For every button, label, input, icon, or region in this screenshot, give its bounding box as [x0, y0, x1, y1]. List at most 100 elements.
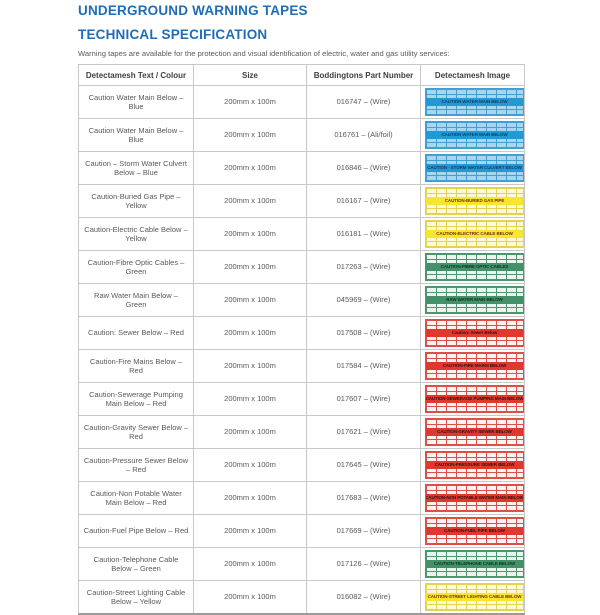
cell-text-colour: Caution-Non Potable Water Main Below – R… — [78, 481, 194, 515]
cell-text-colour: Caution-Buried Gas Pipe – Yellow — [78, 184, 194, 218]
tape-image: CAUTION-FIRE MAINS BELOW — [425, 352, 524, 380]
cell-part-number: 017126 – (Wire) — [306, 547, 421, 581]
tape-image: CAUTION-FIBRE OPTIC CABLES — [425, 253, 524, 281]
cell-tape-image: CAUTION - STORM WATER CULVERT BELOW — [420, 151, 525, 185]
content-area: UNDERGROUND WARNING TAPES TECHNICAL SPEC… — [78, 0, 525, 615]
table-row: Caution-Fibre Optic Cables – Green 200mm… — [78, 250, 525, 284]
tape-label: CAUTION-FIBRE OPTIC CABLES — [426, 263, 523, 271]
cell-tape-image: CAUTION-SEWERAGE PUMPING MAIN BELOW — [420, 382, 525, 416]
tape-image: RAW WATER MAIN BELOW — [425, 286, 524, 314]
cell-text-colour: Caution-Fire Mains Below – Red — [78, 349, 194, 383]
table-row: Caution-Buried Gas Pipe – Yellow 200mm x… — [78, 184, 525, 218]
cell-size: 200mm x 100m — [193, 184, 307, 218]
cell-text-colour: Caution: Sewer Below – Red — [78, 316, 194, 350]
tape-label: CAUTION-FUEL PIPE BELOW — [426, 527, 523, 535]
table-row: Caution-Non Potable Water Main Below – R… — [78, 481, 525, 515]
cell-text-colour: Caution Water Main Below – Blue — [78, 118, 194, 152]
cell-size: 200mm x 100m — [193, 547, 307, 581]
cell-text-colour: Caution-Fuel Pipe Below – Red — [78, 514, 194, 548]
tape-label: CAUTION - STORM WATER CULVERT BELOW — [426, 164, 523, 172]
tape-image: CAUTION-GRAVITY SEWER BELOW — [425, 418, 524, 446]
tape-image: CAUTION-BURIED GAS PIPE — [425, 187, 524, 215]
tape-image: CAUTION-FUEL PIPE BELOW — [425, 517, 524, 545]
cell-part-number: 017584 – (Wire) — [306, 349, 421, 383]
cell-tape-image: CAUTION-FIRE MAINS BELOW — [420, 349, 525, 383]
cell-tape-image: CAUTION WATER MAIN BELOW — [420, 85, 525, 119]
cell-tape-image: CAUTION-GRAVITY SEWER BELOW — [420, 415, 525, 449]
cell-text-colour: Caution-Gravity Sewer Below – Red — [78, 415, 194, 449]
cell-text-colour: Caution-Telephone Cable Below – Green — [78, 547, 194, 581]
cell-text-colour: Caution-Sewerage Pumping Main Below – Re… — [78, 382, 194, 416]
cell-tape-image: CAUTION-FUEL PIPE BELOW — [420, 514, 525, 548]
cell-text-colour: Raw Water Main Below – Green — [78, 283, 194, 317]
cell-text-colour: Caution-Pressure Sewer Below – Red — [78, 448, 194, 482]
header-text-colour: Detectamesh Text / Colour — [78, 64, 194, 86]
cell-size: 200mm x 100m — [193, 514, 307, 548]
tape-image: Caution: Sewer Below — [425, 319, 524, 347]
tape-label: CAUTION-STREET LIGHTING CABLE BELOW — [426, 593, 523, 601]
cell-tape-image: CAUTION-FIBRE OPTIC CABLES — [420, 250, 525, 284]
table-row: Caution – Storm Water Culvert Below – Bl… — [78, 151, 525, 185]
tape-label: CAUTION-GRAVITY SEWER BELOW — [426, 428, 523, 436]
cell-part-number: 016082 – (Wire) — [306, 580, 421, 615]
table-header-row: Detectamesh Text / Colour Size Boddingto… — [78, 64, 525, 86]
table-row: Caution-Street Lighting Cable Below – Ye… — [78, 580, 525, 615]
cell-text-colour: Caution-Street Lighting Cable Below – Ye… — [78, 580, 194, 615]
cell-tape-image: Caution: Sewer Below — [420, 316, 525, 350]
cell-size: 200mm x 100m — [193, 481, 307, 515]
cell-part-number: 016181 – (Wire) — [306, 217, 421, 251]
cell-tape-image: RAW WATER MAIN BELOW — [420, 283, 525, 317]
tape-label: CAUTION-BURIED GAS PIPE — [426, 197, 523, 205]
cell-part-number: 017683 – (Wire) — [306, 481, 421, 515]
cell-tape-image: CAUTION-STREET LIGHTING CABLE BELOW — [420, 580, 525, 615]
tape-label: CAUTION WATER MAIN BELOW — [426, 98, 523, 106]
page: UNDERGROUND WARNING TAPES TECHNICAL SPEC… — [78, 3, 525, 615]
tape-label: CAUTION-ELECTRIC CABLE BELOW — [426, 230, 523, 238]
tape-label: RAW WATER MAIN BELOW — [426, 296, 523, 304]
cell-size: 200mm x 100m — [193, 415, 307, 449]
cell-size: 200mm x 100m — [193, 382, 307, 416]
cell-part-number: 017669 – (Wire) — [306, 514, 421, 548]
cell-size: 200mm x 100m — [193, 448, 307, 482]
cell-size: 200mm x 100m — [193, 151, 307, 185]
table-row: Caution-Gravity Sewer Below – Red 200mm … — [78, 415, 525, 449]
table-row: Raw Water Main Below – Green 200mm x 100… — [78, 283, 525, 317]
tape-label: CAUTION-FIRE MAINS BELOW — [426, 362, 523, 370]
cell-part-number: 016167 – (Wire) — [306, 184, 421, 218]
header-image: Detectamesh Image — [420, 64, 525, 86]
cell-part-number: 017508 – (Wire) — [306, 316, 421, 350]
tape-label: CAUTION WATER MAIN BELOW — [426, 131, 523, 139]
tape-label: CAUTION-NON POTABLE WATER MAIN BELOW — [426, 494, 523, 502]
tape-image: CAUTION-PRESSURE SEWER BELOW — [425, 451, 524, 479]
cell-size: 200mm x 100m — [193, 217, 307, 251]
table-row: Caution-Fuel Pipe Below – Red 200mm x 10… — [78, 514, 525, 548]
tape-image: CAUTION-TELEPHONE CABLE BELOW — [425, 550, 524, 578]
tape-label: CAUTION-TELEPHONE CABLE BELOW — [426, 560, 523, 568]
cell-tape-image: CAUTION-ELECTRIC CABLE BELOW — [420, 217, 525, 251]
tape-image: CAUTION-SEWERAGE PUMPING MAIN BELOW — [425, 385, 524, 413]
cell-size: 200mm x 100m — [193, 580, 307, 615]
table-row: Caution-Fire Mains Below – Red 200mm x 1… — [78, 349, 525, 383]
spec-table: Detectamesh Text / Colour Size Boddingto… — [78, 64, 525, 615]
cell-size: 200mm x 100m — [193, 316, 307, 350]
tape-image: CAUTION WATER MAIN BELOW — [425, 121, 524, 149]
cell-text-colour: Caution-Electric Cable Below – Yellow — [78, 217, 194, 251]
header-size: Size — [193, 64, 307, 86]
cell-tape-image: CAUTION-BURIED GAS PIPE — [420, 184, 525, 218]
cell-size: 200mm x 100m — [193, 349, 307, 383]
tape-image: CAUTION-ELECTRIC CABLE BELOW — [425, 220, 524, 248]
page-title: UNDERGROUND WARNING TAPES — [78, 3, 308, 18]
cell-part-number: 017645 – (Wire) — [306, 448, 421, 482]
cell-text-colour: Caution Water Main Below – Blue — [78, 85, 194, 119]
tape-image: CAUTION WATER MAIN BELOW — [425, 88, 524, 116]
cell-text-colour: Caution – Storm Water Culvert Below – Bl… — [78, 151, 194, 185]
cell-part-number: 016747 – (Wire) — [306, 85, 421, 119]
table-row: Caution-Telephone Cable Below – Green 20… — [78, 547, 525, 581]
cell-tape-image: CAUTION-PRESSURE SEWER BELOW — [420, 448, 525, 482]
cell-size: 200mm x 100m — [193, 85, 307, 119]
intro-text: Warning tapes are available for the prot… — [78, 49, 450, 58]
cell-part-number: 016761 – (Ali/foil) — [306, 118, 421, 152]
tape-image: CAUTION - STORM WATER CULVERT BELOW — [425, 154, 524, 182]
table-row: Caution-Sewerage Pumping Main Below – Re… — [78, 382, 525, 416]
cell-tape-image: CAUTION-NON POTABLE WATER MAIN BELOW — [420, 481, 525, 515]
